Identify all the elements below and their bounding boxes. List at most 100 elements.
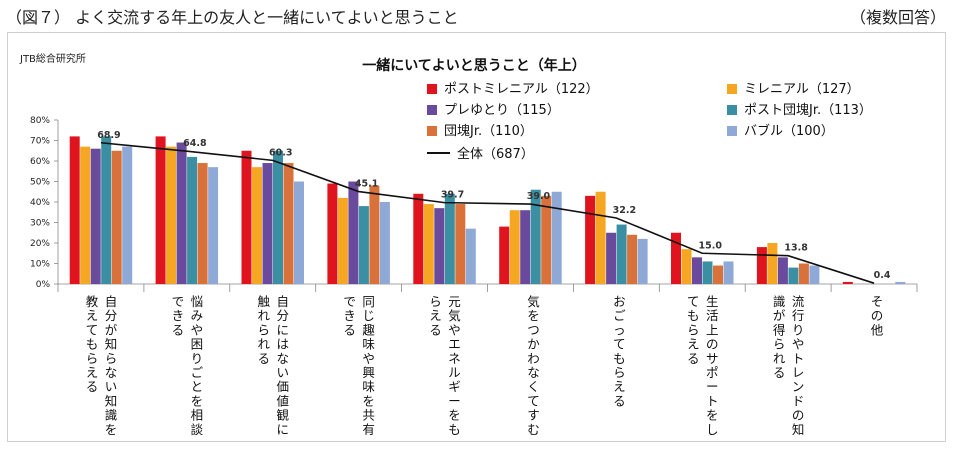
- bar: [499, 226, 510, 284]
- category-label: と: [191, 379, 204, 394]
- category-label: 有: [362, 422, 375, 437]
- category-label: れ: [257, 337, 270, 352]
- category-label: え: [687, 337, 700, 352]
- y-tick-label: 20%: [30, 239, 50, 249]
- category-label: 困: [191, 337, 204, 352]
- category-label: き: [172, 308, 185, 323]
- total-data-label: 60.3: [269, 147, 292, 158]
- y-tick-label: 60%: [30, 157, 50, 167]
- bar: [337, 197, 348, 284]
- category-label: 識: [773, 294, 786, 309]
- bar: [208, 167, 219, 284]
- bar: [681, 249, 692, 284]
- bar: [80, 146, 91, 284]
- category-label: る: [613, 393, 626, 408]
- category-label: な: [527, 365, 540, 380]
- bar: [327, 183, 338, 284]
- bar: [551, 191, 562, 284]
- category-label: ン: [792, 379, 805, 394]
- category-label: ポ: [706, 365, 719, 380]
- bar: [252, 167, 262, 284]
- category-label: わ: [527, 351, 540, 366]
- bar: [692, 257, 702, 284]
- total-data-label: 68.9: [97, 130, 120, 141]
- category-label: て: [687, 294, 700, 309]
- category-label: 得: [773, 322, 786, 337]
- bar: [627, 234, 638, 284]
- category-label: り: [191, 351, 204, 366]
- category-label: 同: [362, 294, 375, 309]
- category-label: な: [276, 351, 289, 366]
- category-label: 悩: [191, 294, 204, 309]
- category-label: ご: [613, 308, 626, 323]
- total-line: [100, 141, 875, 284]
- category-label: ド: [792, 393, 805, 408]
- category-label: む: [527, 422, 540, 437]
- bar: [69, 136, 80, 284]
- y-tick-label: 10%: [30, 260, 50, 270]
- bar: [509, 210, 520, 284]
- category-label: 共: [362, 408, 375, 423]
- category-label: は: [276, 337, 289, 352]
- category-label: ネ: [448, 351, 461, 366]
- chart-title: 一緒にいてよいと思うこと（年上）: [362, 57, 586, 74]
- legend-label: バブル（100）: [744, 123, 834, 139]
- bar: [809, 265, 820, 284]
- legend-label: 全体（687）: [457, 146, 534, 162]
- category-label: ギ: [448, 379, 461, 394]
- category-label: も: [687, 308, 700, 323]
- category-label: 趣: [362, 322, 375, 337]
- category-label: 生: [706, 294, 719, 309]
- category-label: ら: [86, 351, 99, 366]
- bar: [122, 146, 133, 284]
- category-label: エ: [448, 337, 461, 352]
- category-label: 識: [105, 408, 118, 423]
- y-tick-label: 70%: [30, 137, 50, 147]
- legend-label: ミレニアル（127）: [744, 82, 860, 97]
- total-data-label: 13.8: [784, 243, 808, 254]
- category-label: て: [527, 393, 540, 408]
- category-label: ら: [687, 322, 700, 337]
- bar: [756, 247, 767, 284]
- category-label: や: [362, 351, 375, 366]
- category-label: を: [362, 393, 375, 408]
- category-label: を: [105, 422, 118, 437]
- category-label: も: [613, 351, 626, 366]
- legend-swatch: [727, 84, 737, 94]
- bar: [434, 208, 445, 284]
- y-tick-label: 30%: [30, 219, 50, 229]
- bar: [637, 238, 648, 284]
- category-label: ト: [706, 393, 719, 408]
- category-label: サ: [706, 351, 719, 366]
- bar: [273, 150, 283, 284]
- category-label: 値: [276, 393, 289, 408]
- category-label: ら: [773, 337, 786, 352]
- bar: [379, 202, 390, 284]
- category-label: 観: [276, 408, 289, 423]
- category-label: き: [343, 308, 356, 323]
- bar: [166, 146, 177, 284]
- category-label: や: [448, 322, 461, 337]
- category-label: 相: [191, 408, 204, 423]
- y-tick-label: 0%: [36, 280, 51, 290]
- category-label: い: [276, 365, 289, 380]
- bar: [90, 148, 101, 284]
- category-label: で: [172, 294, 185, 309]
- bar: [283, 163, 294, 284]
- category-label: 知: [105, 393, 118, 408]
- bar: [713, 265, 723, 284]
- category-label: え: [429, 308, 442, 323]
- bar: [444, 193, 455, 284]
- category-label: ら: [613, 365, 626, 380]
- total-data-label: 45.1: [355, 179, 378, 190]
- bar: [788, 267, 799, 284]
- category-label: 興: [362, 365, 375, 380]
- category-label: 談: [191, 422, 204, 437]
- category-label: え: [86, 308, 99, 323]
- category-label: 行: [792, 308, 805, 323]
- category-label: に: [276, 322, 289, 337]
- category-label: で: [343, 294, 356, 309]
- legend-swatch: [727, 105, 737, 115]
- category-label: 分: [105, 308, 118, 323]
- bar: [348, 181, 359, 284]
